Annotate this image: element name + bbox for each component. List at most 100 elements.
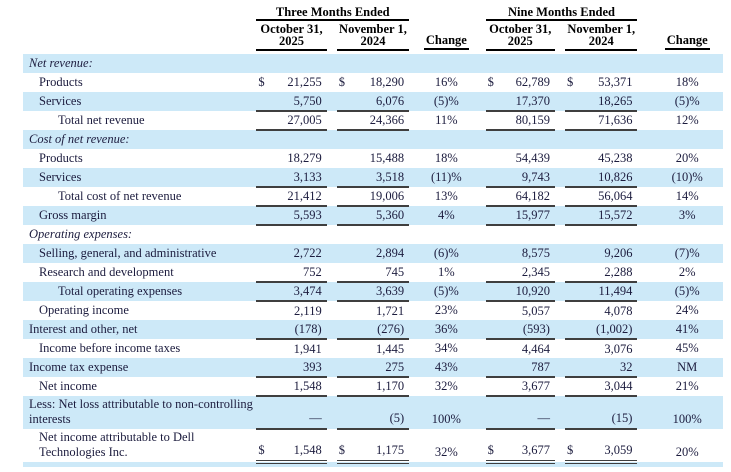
row-label: Net income xyxy=(39,379,97,394)
currency-symbol xyxy=(256,225,270,244)
change-header-label: Change xyxy=(423,34,469,50)
currency-symbol xyxy=(485,320,500,340)
change-9m xyxy=(637,130,723,149)
row-label: Total operating expenses xyxy=(58,284,183,299)
row-label: Products xyxy=(39,151,83,166)
table-row: Net income attributable to Dell Technolo… xyxy=(23,429,723,464)
currency-symbol xyxy=(336,92,351,112)
spacer xyxy=(327,396,337,429)
value-3m-2024 xyxy=(351,54,409,73)
spacer xyxy=(470,54,486,73)
column-header-row: October 31, 2025 November 1, 2024 Change… xyxy=(23,20,723,51)
value-9m-2024: 32 xyxy=(579,358,638,378)
currency-symbol xyxy=(256,111,271,131)
change-9m: 20% xyxy=(675,444,699,459)
value-9m-2024: 3,059 xyxy=(579,429,638,464)
change-9m: (5)% xyxy=(674,94,700,109)
table-body: Net revenue: Products $21,255 $18,290 16% $62… xyxy=(23,54,723,464)
value-9m-2025: 2,345 xyxy=(499,263,555,283)
value-3m-2024: 2,894 xyxy=(376,246,405,261)
currency-symbol xyxy=(336,111,351,131)
spacer xyxy=(470,92,486,111)
change-3m: 34% xyxy=(434,341,458,356)
spacer xyxy=(470,429,486,462)
currency-symbol xyxy=(486,149,500,168)
value-9m-2024: (1,002) xyxy=(579,320,638,340)
value-3m-2025 xyxy=(270,225,326,244)
change-9m: 45% xyxy=(675,341,699,356)
spacer xyxy=(470,225,486,244)
currency-symbol xyxy=(337,54,351,73)
spacer xyxy=(555,320,565,339)
spacer xyxy=(555,130,565,149)
value-9m-2024: 4,078 xyxy=(604,303,633,318)
spacer xyxy=(470,206,486,225)
value-3m-2024: 6,076 xyxy=(350,92,410,112)
currency-symbol xyxy=(336,168,351,188)
value-3m-2025: 21,255 xyxy=(287,75,322,90)
change-3m: 13% xyxy=(434,189,458,204)
currency-symbol xyxy=(256,206,271,226)
value-3m-2024: 3,518 xyxy=(350,168,410,188)
value-3m-2024 xyxy=(351,225,409,244)
column-header-change-9m: Change xyxy=(637,20,723,50)
currency-symbol xyxy=(337,301,351,320)
value-9m-2024: 15,572 xyxy=(579,206,638,226)
spacer xyxy=(327,187,337,206)
value-3m-2025: (178) xyxy=(270,320,327,340)
currency-symbol xyxy=(565,225,579,244)
label-column-header xyxy=(23,6,256,20)
value-9m-2024: 9,206 xyxy=(604,246,633,261)
change-3m: 4% xyxy=(438,208,455,223)
currency-symbol xyxy=(565,244,579,263)
row-label: Total cost of net revenue xyxy=(58,189,182,204)
currency-symbol xyxy=(565,111,580,131)
currency-symbol xyxy=(256,358,271,378)
value-3m-2025: 3,133 xyxy=(270,168,327,188)
currency-symbol xyxy=(486,301,500,320)
value-9m-2025: 4,464 xyxy=(521,341,550,356)
change-3m xyxy=(409,225,469,244)
value-3m-2025: 752 xyxy=(270,263,327,283)
value-9m-2024: 71,636 xyxy=(579,111,638,131)
change-9m: 18% xyxy=(675,75,699,90)
change-9m: 41% xyxy=(675,322,699,337)
row-label: Operating expenses: xyxy=(29,227,133,242)
currency-symbol: $ xyxy=(567,75,574,90)
currency-symbol xyxy=(486,130,500,149)
change-3m: 1% xyxy=(438,265,455,280)
currency-symbol xyxy=(486,225,500,244)
value-3m-2025: 1,548 xyxy=(270,377,327,397)
currency-symbol xyxy=(256,301,270,320)
value-9m-2025: 5,057 xyxy=(521,303,550,318)
row-label: Selling, general, and administrative xyxy=(39,246,217,261)
currency-symbol xyxy=(485,282,500,302)
spacer xyxy=(470,396,486,429)
currency-symbol xyxy=(336,282,351,302)
change-9m: 100% xyxy=(672,411,702,426)
spacer xyxy=(470,168,486,187)
currency-symbol xyxy=(256,187,271,207)
spacer xyxy=(555,206,565,225)
spacer xyxy=(327,301,337,320)
row-label: Income before income taxes xyxy=(39,341,181,356)
change-3m: (6)% xyxy=(433,246,459,261)
financial-statement-page: Three Months Ended Nine Months Ended Oct… xyxy=(0,6,731,467)
change-9m: 3% xyxy=(678,208,696,223)
column-header-nov-2024-3m: November 1, 2024 xyxy=(336,20,410,51)
currency-symbol xyxy=(256,263,271,283)
currency-symbol xyxy=(336,358,351,378)
currency-symbol xyxy=(336,377,351,397)
value-9m-2025 xyxy=(500,54,555,73)
value-3m-2025: 1,941 xyxy=(293,341,322,356)
change-9m: 12% xyxy=(675,113,699,128)
currency-symbol xyxy=(485,168,500,188)
currency-symbol xyxy=(565,339,579,358)
column-header-oct-2025-3m: October 31, 2025 xyxy=(256,20,327,51)
row-label: Net income attributable to Dell Technolo… xyxy=(39,430,195,459)
currency-symbol xyxy=(565,282,580,302)
spacer xyxy=(470,301,486,320)
value-9m-2024: 18,265 xyxy=(579,92,638,112)
currency-symbol: $ xyxy=(256,429,271,464)
spacer xyxy=(327,92,337,111)
